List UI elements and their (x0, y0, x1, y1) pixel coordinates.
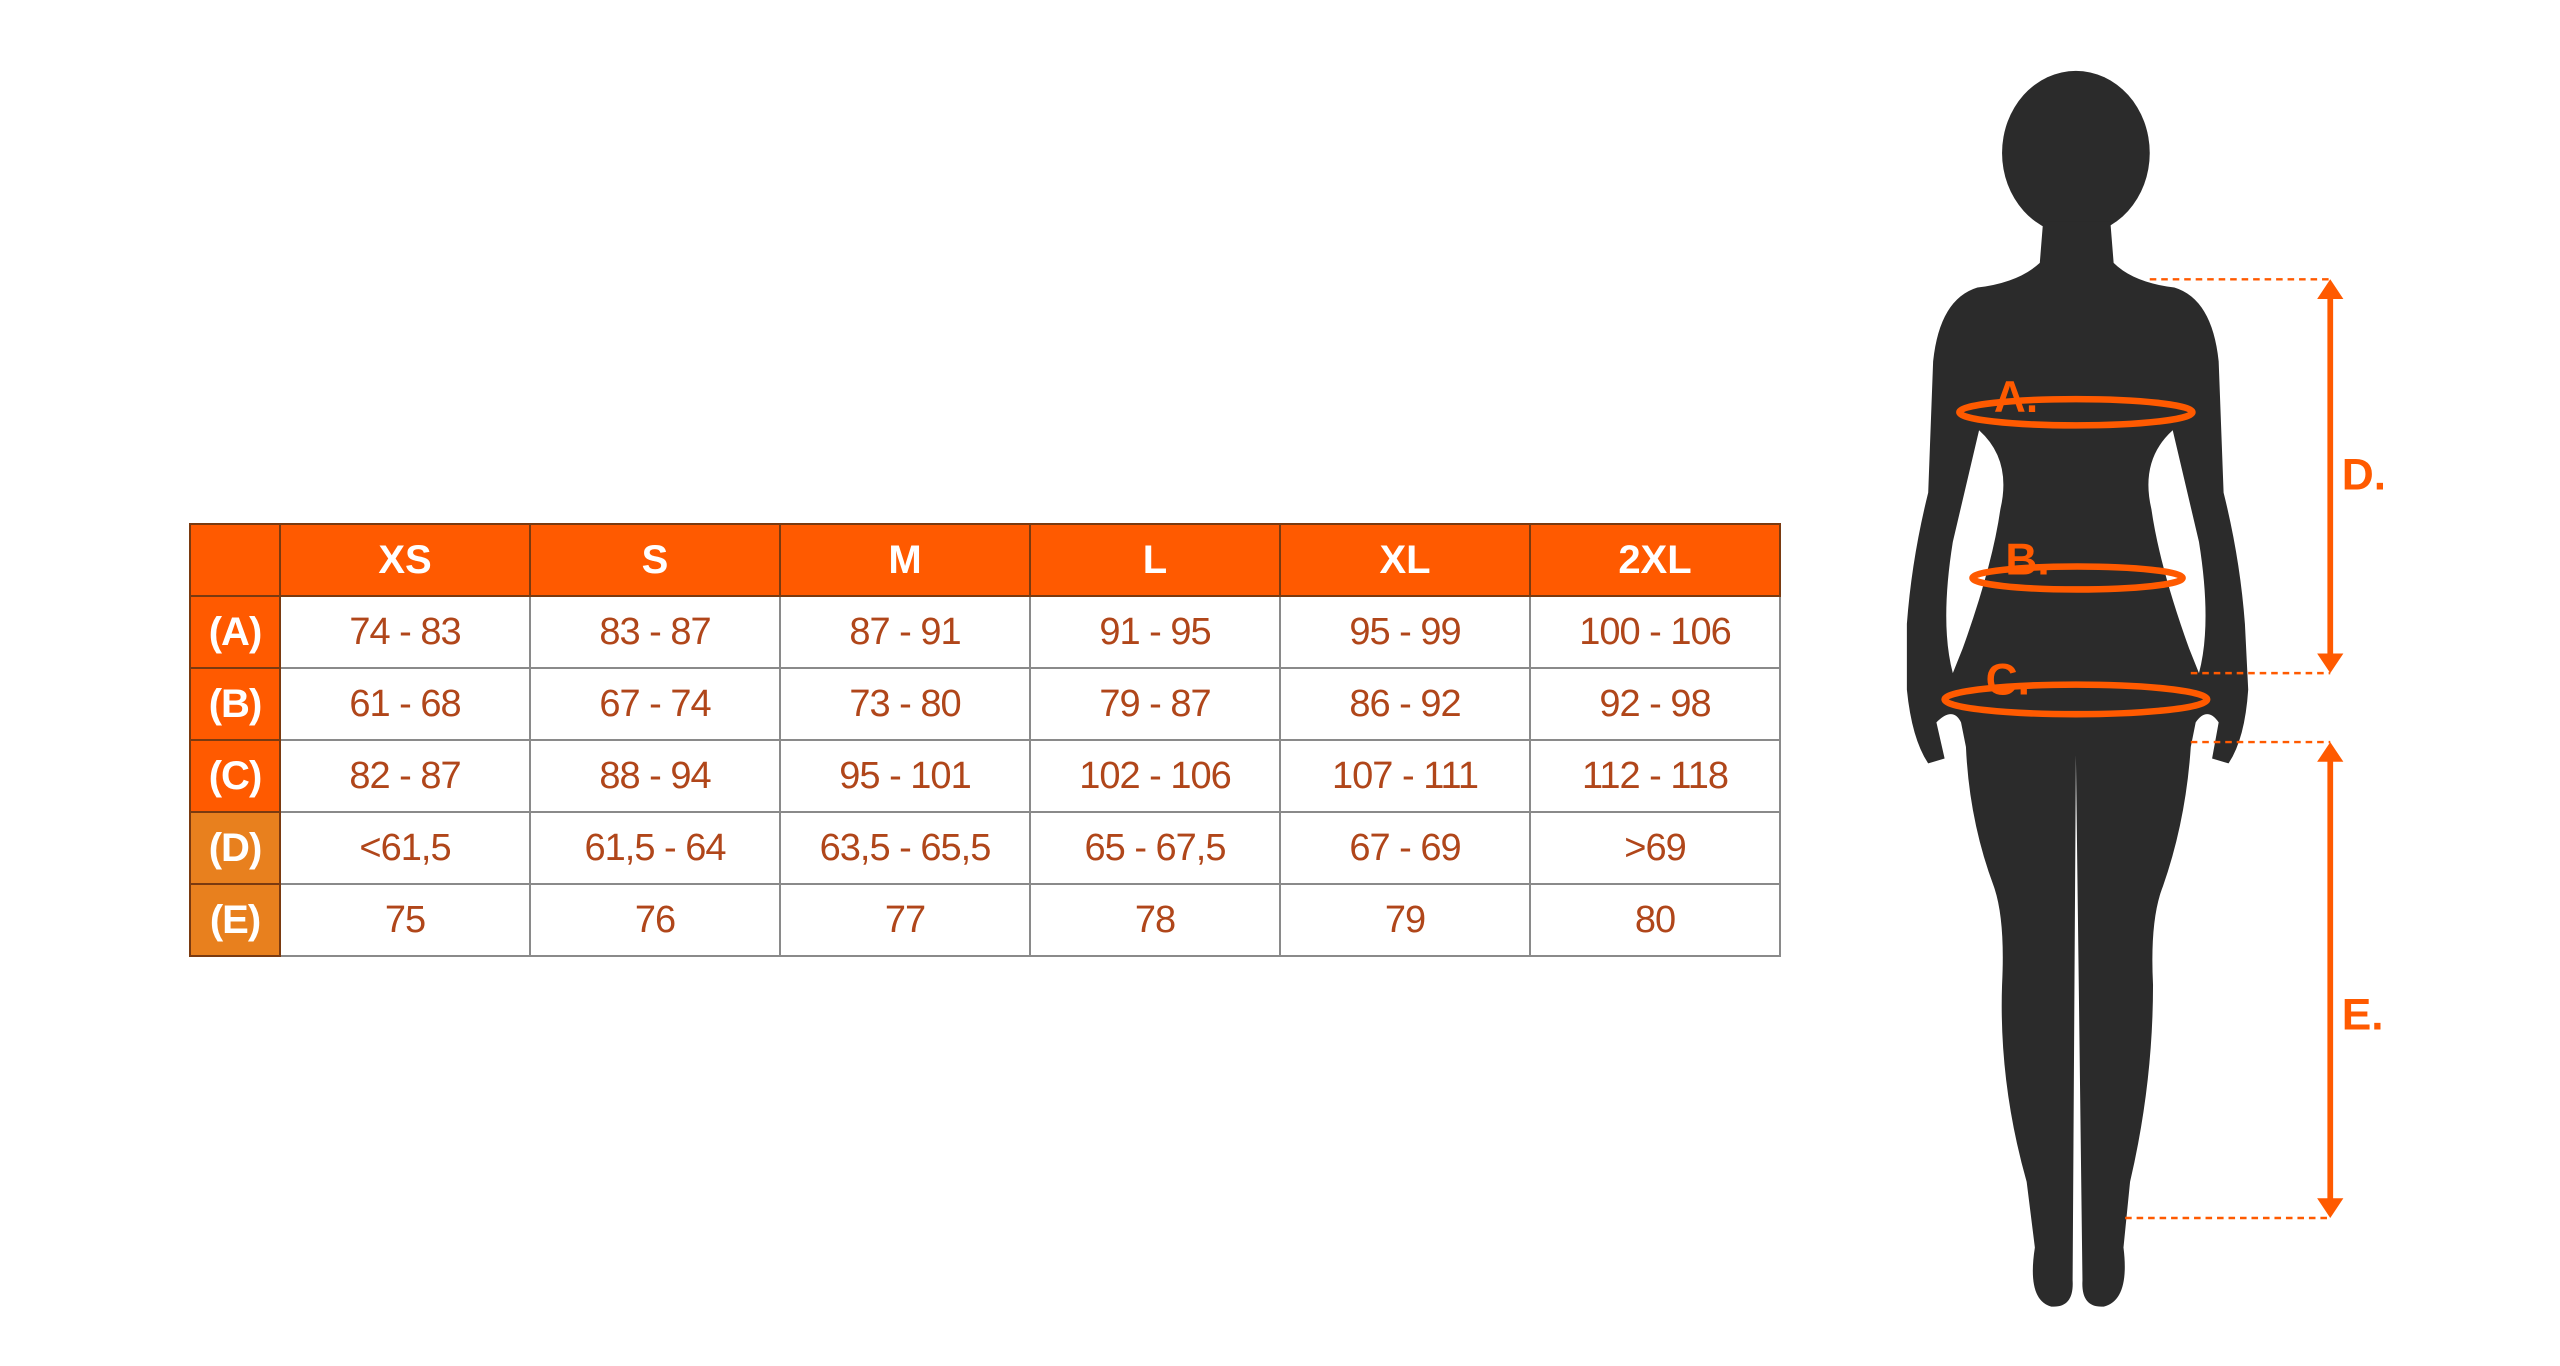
arm-gap-right (2148, 430, 2206, 674)
size-header: 2XL (1529, 523, 1781, 597)
table-cell: 61 - 68 (279, 667, 531, 741)
table-cell: <61,5 (279, 811, 531, 885)
silhouette-head (2002, 70, 2150, 236)
table-cell: 92 - 98 (1529, 667, 1781, 741)
table-cell: 65 - 67,5 (1029, 811, 1281, 885)
table-cell: 73 - 80 (779, 667, 1031, 741)
size-header: L (1029, 523, 1281, 597)
table-cell: 61,5 - 64 (529, 811, 781, 885)
table-cell: 95 - 99 (1279, 595, 1531, 669)
measure-ring-b (1969, 563, 2186, 593)
measure-ring-a (1956, 395, 2196, 429)
table-row: (E) 75 76 77 78 79 80 (189, 883, 1781, 957)
label-d: D. (2342, 450, 2386, 499)
row-label: (E) (189, 883, 281, 957)
table-cell: 112 - 118 (1529, 739, 1781, 813)
label-e: E. (2342, 990, 2384, 1039)
size-header: S (529, 523, 781, 597)
silhouette (1906, 70, 2249, 1307)
table-cell: 63,5 - 65,5 (779, 811, 1031, 885)
table-cell: 78 (1029, 883, 1281, 957)
table-cell: 83 - 87 (529, 595, 781, 669)
arrow-d-head-top (2317, 279, 2344, 299)
table-cell: 91 - 95 (1029, 595, 1281, 669)
table-cell: 100 - 106 (1529, 595, 1781, 669)
silhouette-body (1906, 221, 2249, 1307)
table-cell: >69 (1529, 811, 1781, 885)
arrow-e-head-top (2317, 742, 2344, 762)
table-cell: 67 - 74 (529, 667, 781, 741)
table-cell: 102 - 106 (1029, 739, 1281, 813)
table-cell: 82 - 87 (279, 739, 531, 813)
table-row: (C) 82 - 87 88 - 94 95 - 101 102 - 106 107 - … (189, 739, 1781, 813)
corner-cell (189, 523, 281, 597)
row-label: (C) (189, 739, 281, 813)
table-cell: 74 - 83 (279, 595, 531, 669)
table-cell: 79 (1279, 883, 1531, 957)
table-cell: 77 (779, 883, 1031, 957)
size-header: XS (279, 523, 531, 597)
arrow-d-head-bottom (2317, 653, 2344, 674)
table-cell: 67 - 69 (1279, 811, 1531, 885)
table-row: (A) 74 - 83 83 - 87 87 - 91 91 - 95 95 - 99 10… (189, 595, 1781, 669)
row-label: (A) (189, 595, 281, 669)
arrow-e-head-bottom (2317, 1198, 2344, 1218)
table-cell: 88 - 94 (529, 739, 781, 813)
table-cell: 75 (279, 883, 531, 957)
row-label: (B) (189, 667, 281, 741)
header-row: XS S M L XL 2XL (189, 523, 1781, 597)
size-table: XS S M L XL 2XL (A) 74 - 83 83 - 87 87 - 91… (189, 523, 1781, 957)
row-label: (D) (189, 811, 281, 885)
table-cell: 76 (529, 883, 781, 957)
label-c: C. (1986, 655, 2030, 704)
size-header: XL (1279, 523, 1531, 597)
table-cell: 87 - 91 (779, 595, 1031, 669)
table-cell: 79 - 87 (1029, 667, 1281, 741)
arm-gap-left (1946, 430, 2004, 674)
table-row: (D) <61,5 61,5 - 64 63,5 - 65,5 65 - 67,5 67 … (189, 811, 1781, 885)
label-b: B. (2005, 536, 2049, 585)
table-cell: 95 - 101 (779, 739, 1031, 813)
table-row: (B) 61 - 68 67 - 74 73 - 80 79 - 87 86 - 92 92… (189, 667, 1781, 741)
label-a: A. (1994, 373, 2038, 422)
measure-ring-c (1941, 681, 2211, 718)
table-cell: 86 - 92 (1279, 667, 1531, 741)
size-header: M (779, 523, 1031, 597)
table-cell: 107 - 111 (1279, 739, 1531, 813)
table-cell: 80 (1529, 883, 1781, 957)
